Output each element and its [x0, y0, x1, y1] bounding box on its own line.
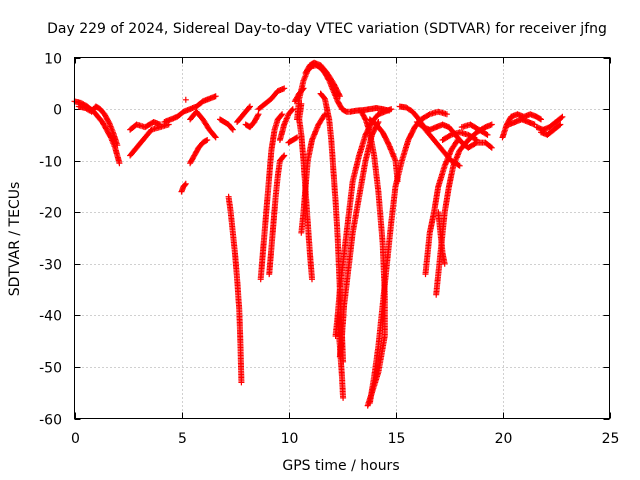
- data-point-markers: [182, 96, 189, 103]
- series-track-10: [217, 116, 236, 133]
- series-track-33: [422, 137, 461, 278]
- data-point-markers: [276, 106, 296, 143]
- series-track-30: [366, 116, 401, 185]
- data-point-markers: [505, 116, 538, 128]
- data-point-markers: [458, 121, 491, 138]
- series-track-21: [302, 59, 343, 100]
- y-tick-label: -40: [39, 309, 62, 325]
- series-track-39: [505, 116, 538, 128]
- y-tick-label: -60: [39, 413, 62, 429]
- x-tick-label: 10: [281, 431, 299, 447]
- data-point-markers: [187, 137, 211, 167]
- x-tick-labels: 0 5 10 15 20 25: [71, 431, 619, 447]
- series-track-12: [234, 103, 253, 125]
- data-point-markers: [257, 111, 286, 283]
- data-point-markers: [127, 119, 164, 133]
- y-tick-label: -20: [39, 206, 62, 222]
- series-track-36: [439, 129, 480, 143]
- data-point-markers: [499, 111, 544, 141]
- data-point-markers: [75, 103, 121, 149]
- x-tick-label: 25: [602, 431, 620, 447]
- y-tick-label: 10: [44, 52, 62, 68]
- data-point-markers: [187, 108, 219, 141]
- y-tick-label: -30: [39, 258, 62, 274]
- data-point-markers: [161, 93, 219, 125]
- series-track-6: [187, 108, 219, 141]
- series-track-40: [533, 113, 566, 133]
- data-point-markers: [234, 103, 253, 125]
- data-point-markers: [127, 121, 172, 159]
- data-point-markers: [266, 152, 288, 278]
- data-point-markers: [422, 137, 461, 278]
- x-tick-label: 0: [71, 431, 80, 447]
- x-tick-label: 5: [178, 431, 187, 447]
- data-point-markers: [255, 85, 288, 113]
- data-point-markers: [302, 59, 343, 100]
- series-track-8: [178, 180, 189, 195]
- data-point-markers: [533, 113, 566, 133]
- x-axis-label: GPS time / hours: [282, 458, 399, 474]
- series-track-27: [336, 119, 382, 360]
- x-tick-label: 20: [495, 431, 513, 447]
- y-tick-labels: 10 0 -10 -20 -30 -40 -50 -60: [39, 52, 62, 429]
- series-track-37: [458, 121, 491, 138]
- series-track-35: [435, 209, 448, 267]
- data-point-markers: [217, 116, 236, 133]
- data-point-markers: [242, 111, 262, 131]
- series-track-14: [255, 85, 288, 113]
- data-point-markers: [439, 129, 480, 143]
- series-track-9: [187, 137, 211, 167]
- series-track-23: [296, 100, 315, 283]
- data-point-markers: [538, 121, 564, 138]
- series-track-7: [182, 96, 189, 103]
- x-tick-label: 15: [388, 431, 406, 447]
- chart-title: Day 229 of 2024, Sidereal Day-to-day VTE…: [47, 21, 607, 37]
- series-track-5: [161, 93, 219, 125]
- data-point-markers: [225, 193, 245, 386]
- axis-ticks: [74, 57, 611, 420]
- series-track-16: [266, 152, 288, 278]
- series-track-38: [499, 111, 544, 141]
- series-track-11: [225, 193, 245, 386]
- series-track-15: [257, 111, 286, 283]
- series-track-18: [285, 134, 301, 146]
- data-points: [71, 59, 566, 409]
- series-track-17: [276, 106, 296, 143]
- series-track-4: [127, 119, 164, 133]
- data-point-markers: [178, 180, 189, 195]
- y-tick-label: -50: [39, 361, 62, 377]
- y-tick-label: 0: [53, 103, 62, 119]
- data-point-markers: [435, 209, 448, 267]
- data-point-markers: [296, 100, 315, 283]
- y-axis-label: SDTVAR / TECUs: [7, 182, 23, 297]
- series-track-13: [242, 111, 262, 131]
- data-point-markers: [366, 116, 401, 185]
- y-tick-label: -10: [39, 155, 62, 171]
- data-point-markers: [336, 119, 382, 360]
- plot-frame: [74, 57, 610, 419]
- data-point-markers: [285, 134, 301, 146]
- series-track-2: [75, 103, 121, 149]
- series-track-3: [127, 121, 172, 159]
- series-track-41: [538, 121, 564, 138]
